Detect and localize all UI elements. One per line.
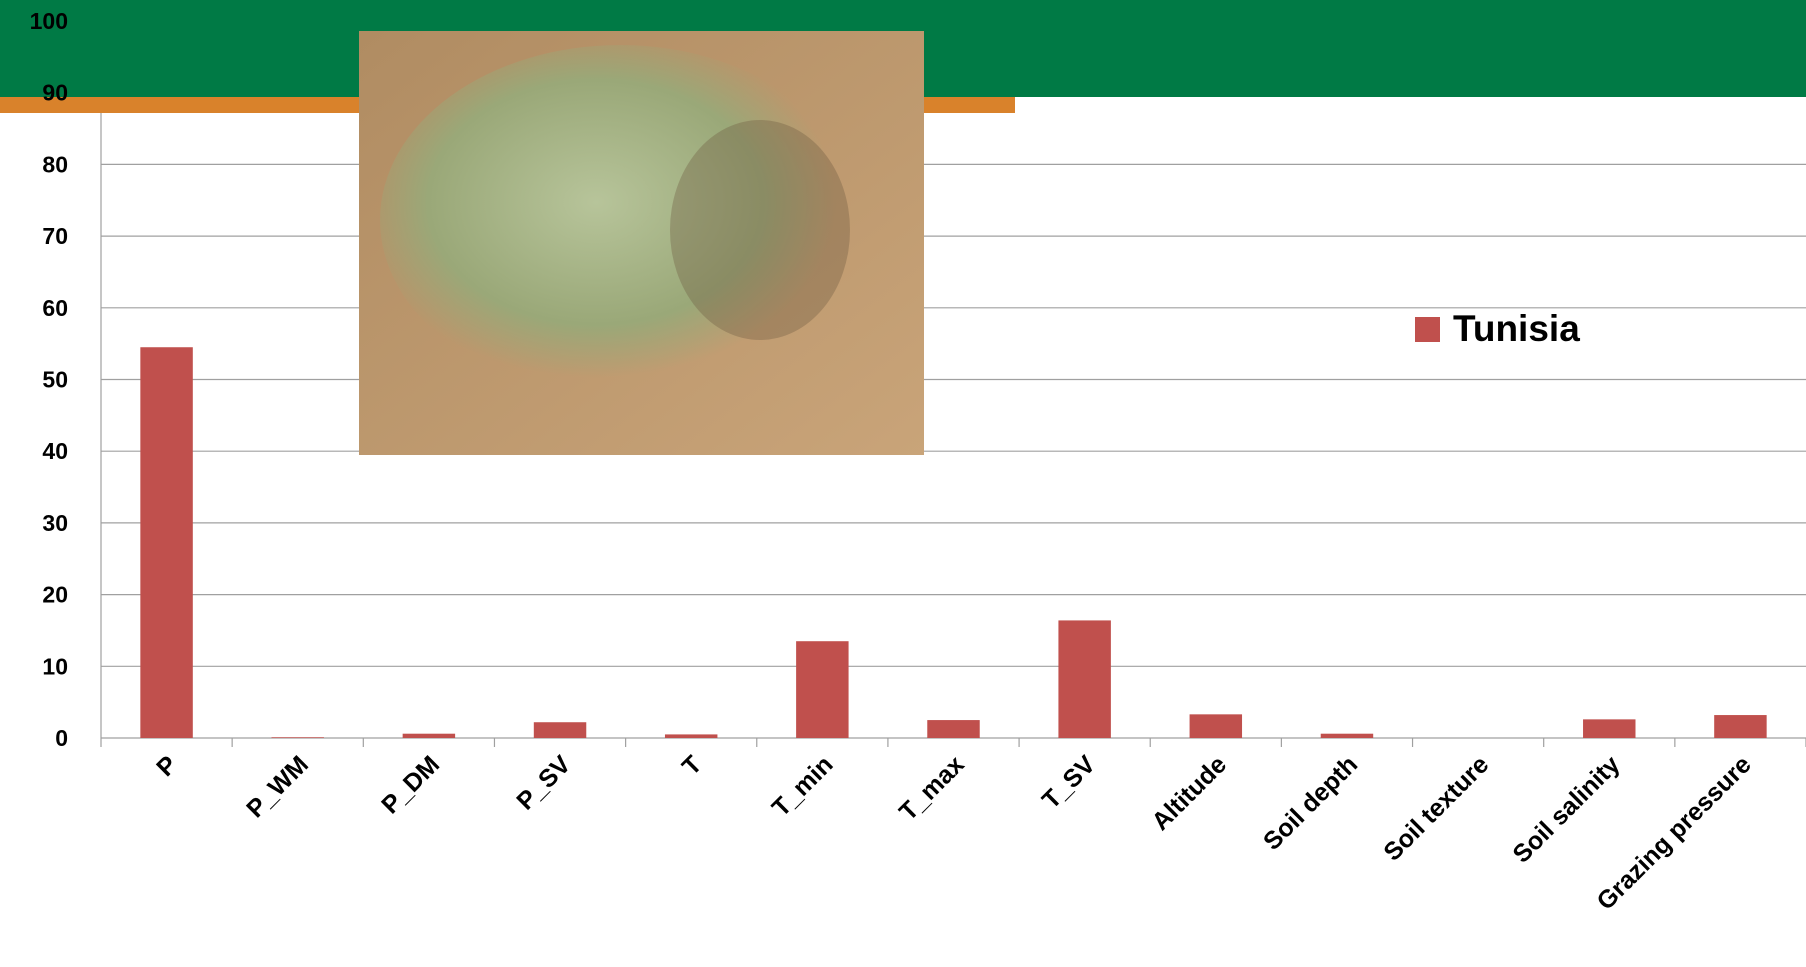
y-tick-label: 100	[30, 8, 68, 34]
bar	[1058, 620, 1111, 738]
y-tick-label: 0	[55, 725, 68, 751]
x-tick-label: Soil texture	[1378, 750, 1494, 866]
y-tick-label: 70	[42, 223, 68, 249]
legend-swatch	[1415, 317, 1440, 342]
legend-label: Tunisia	[1453, 308, 1580, 349]
x-tick-label: P	[151, 750, 183, 782]
bar	[796, 641, 849, 738]
y-tick-label: 90	[42, 80, 68, 106]
x-tick-label: P_WM	[241, 750, 314, 823]
y-tick-label: 30	[42, 510, 68, 536]
x-tick-label: T_min	[767, 750, 839, 822]
y-tick-label: 40	[42, 438, 68, 464]
bar	[1714, 715, 1767, 738]
bar	[140, 347, 193, 738]
x-tick-label: T_SV	[1037, 750, 1101, 814]
bar	[1320, 733, 1374, 738]
bar	[927, 720, 980, 738]
y-tick-label: 10	[42, 653, 68, 679]
bar	[1189, 714, 1243, 738]
bar	[1583, 719, 1636, 738]
x-tick-label: T	[677, 750, 708, 781]
bar	[402, 733, 456, 738]
plant-photo	[359, 31, 924, 455]
bar	[271, 737, 324, 738]
y-tick-label: 60	[42, 295, 68, 321]
bar	[664, 734, 718, 738]
x-tick-label: P_SV	[511, 750, 576, 815]
x-tick-label: P_DM	[376, 750, 445, 819]
bar	[533, 722, 587, 738]
x-tick-label: T_max	[894, 750, 970, 826]
y-tick-label: 80	[42, 151, 68, 177]
y-tick-label: 50	[42, 367, 68, 393]
x-tick-label: Soil salinity	[1507, 750, 1625, 868]
y-tick-label: 20	[42, 582, 68, 608]
x-tick-label: Soil depth	[1258, 750, 1363, 855]
x-tick-label: Altitude	[1146, 750, 1232, 836]
